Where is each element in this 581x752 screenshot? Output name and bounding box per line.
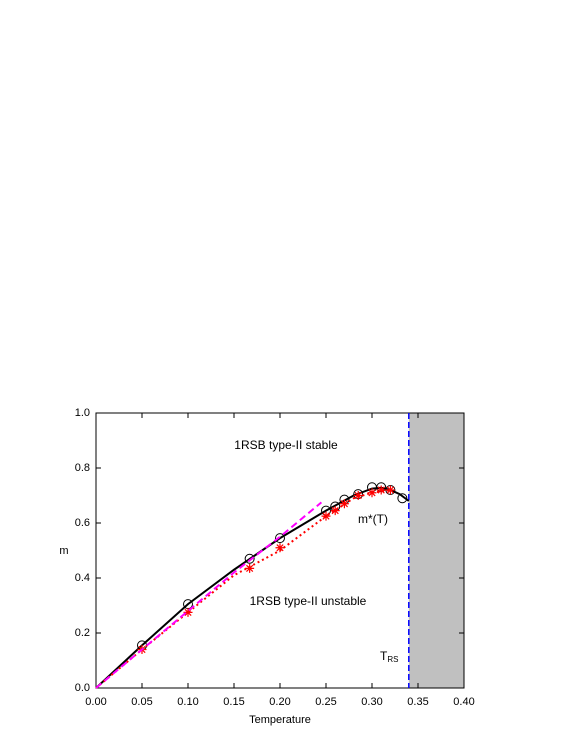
series-line bbox=[95, 501, 323, 689]
annotation-text: T bbox=[380, 649, 388, 663]
annotation: 1RSB type-II unstable bbox=[250, 594, 367, 608]
marker-star bbox=[353, 491, 363, 500]
x-tick-label: 0.40 bbox=[453, 696, 474, 708]
y-tick-label: 0.6 bbox=[75, 517, 90, 529]
marker-star bbox=[275, 543, 285, 553]
marker-star bbox=[376, 485, 386, 495]
y-tick-label: 0.4 bbox=[75, 572, 90, 584]
marker-circle bbox=[244, 553, 255, 564]
y-axis-label: m bbox=[59, 545, 68, 557]
annotation: 1RSB type-II stable bbox=[234, 438, 338, 452]
x-tick-label: 0.05 bbox=[131, 696, 152, 708]
y-tick-label: 0.2 bbox=[75, 627, 90, 639]
marker-star bbox=[385, 485, 395, 495]
marker-star bbox=[321, 511, 331, 521]
annotation: TRS bbox=[380, 649, 398, 664]
series-line bbox=[95, 489, 391, 689]
marker-star bbox=[367, 488, 377, 498]
y-tick-label: 1.0 bbox=[75, 407, 90, 419]
x-tick-label: 0.25 bbox=[315, 696, 336, 708]
y-tick-label: 0.8 bbox=[75, 462, 90, 474]
marker-circle bbox=[275, 533, 285, 544]
y-tick-label: 0.0 bbox=[75, 682, 90, 694]
x-tick-label: 0.20 bbox=[269, 696, 290, 708]
shaded-region bbox=[408, 413, 464, 688]
marker-star bbox=[245, 563, 255, 573]
marker-star bbox=[330, 506, 340, 516]
marker-circle bbox=[397, 493, 408, 504]
plot-frame bbox=[95, 412, 465, 689]
x-tick-label: 0.15 bbox=[223, 696, 244, 708]
marker-star bbox=[339, 499, 349, 509]
annotation: m*(T) bbox=[358, 512, 388, 526]
x-tick-label: 0.30 bbox=[361, 696, 382, 708]
annotation-sub: RS bbox=[387, 655, 398, 664]
x-tick-label: 0.00 bbox=[85, 696, 106, 708]
x-tick-label: 0.35 bbox=[407, 696, 428, 708]
x-axis-label: Temperature bbox=[249, 714, 311, 726]
marker-star bbox=[183, 607, 193, 617]
x-tick-label: 0.10 bbox=[177, 696, 198, 708]
